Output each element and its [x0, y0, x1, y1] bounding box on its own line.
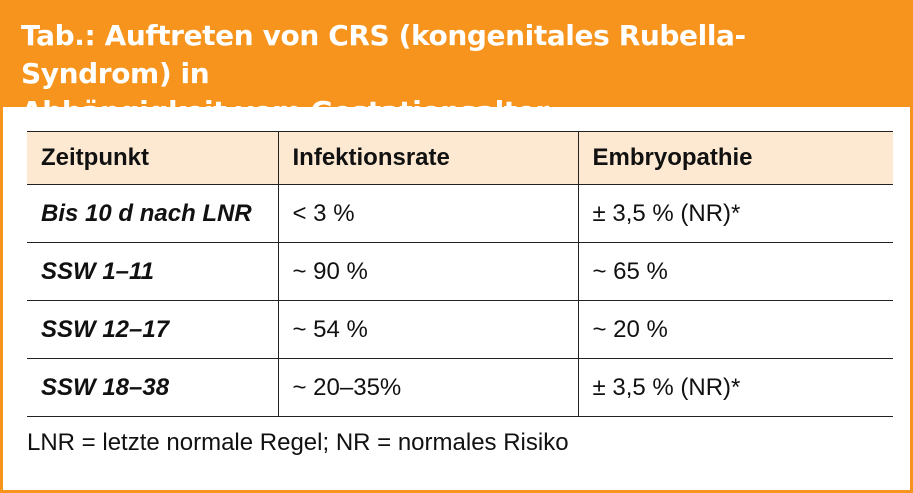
page-title: Tab.: Auftreten von CRS (kongenitales Ru… [21, 17, 892, 131]
table-row: SSW 12–17 ~ 54 % ~ 20 % [27, 300, 893, 359]
cell-embryopathie: ± 3,5 % (NR)* [577, 358, 893, 417]
column-header-embryopathie: Embryopathie [577, 131, 893, 185]
cell-embryopathie: ± 3,5 % (NR)* [577, 184, 893, 243]
table-footnote: LNR = letzte normale Regel; NR = normale… [27, 429, 569, 456]
table-header-row: Zeitpunkt Infektionsrate Embryopathie [27, 131, 893, 185]
cell-zeitpunkt: SSW 1–11 [27, 242, 278, 301]
cell-zeitpunkt: Bis 10 d nach LNR [27, 184, 278, 243]
title-banner: Tab.: Auftreten von CRS (kongenitales Ru… [3, 3, 910, 128]
cell-infektionsrate: ~ 90 % [277, 242, 578, 301]
cell-embryopathie: ~ 20 % [577, 300, 893, 359]
table-container: Zeitpunkt Infektionsrate Embryopathie Bi… [27, 131, 893, 417]
title-line-1: Tab.: Auftreten von CRS (kongenitales Ru… [21, 19, 746, 90]
column-header-infektionsrate: Infektionsrate [277, 131, 578, 185]
crs-table: Zeitpunkt Infektionsrate Embryopathie Bi… [27, 131, 893, 417]
table-row: SSW 18–38 ~ 20–35% ± 3,5 % (NR)* [27, 358, 893, 417]
title-line-2: Abhängigkeit vom Gestationsalter [21, 95, 549, 128]
cell-infektionsrate: < 3 % [277, 184, 578, 243]
table-row: SSW 1–11 ~ 90 % ~ 65 % [27, 242, 893, 301]
cell-embryopathie: ~ 65 % [577, 242, 893, 301]
cell-zeitpunkt: SSW 18–38 [27, 358, 278, 417]
cell-infektionsrate: ~ 54 % [277, 300, 578, 359]
table-row: Bis 10 d nach LNR < 3 % ± 3,5 % (NR)* [27, 184, 893, 243]
cell-infektionsrate: ~ 20–35% [277, 358, 578, 417]
cell-zeitpunkt: SSW 12–17 [27, 300, 278, 359]
column-header-zeitpunkt: Zeitpunkt [27, 131, 278, 185]
